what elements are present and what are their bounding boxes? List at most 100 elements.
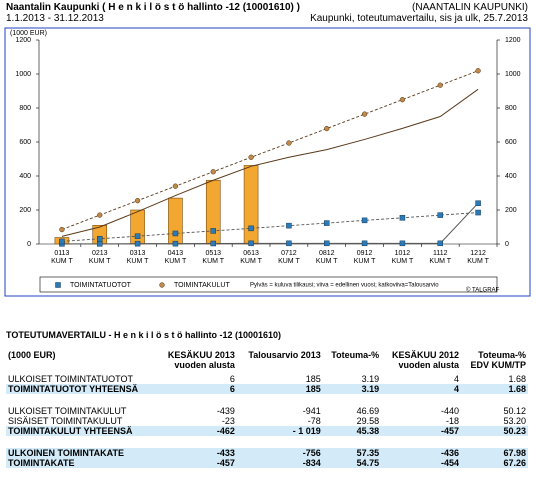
cell: 6 [229,374,235,384]
cell: 50.12 [503,406,526,416]
column-header-line: vuoden alusta [398,360,460,370]
cell: -78 [307,416,321,426]
x-tick-label: 1112 [433,250,448,257]
marker [210,228,216,234]
marker [475,68,481,74]
x-tick-label: KUM T [278,258,300,265]
marker [399,215,406,221]
legend-note: Pylväs = kuluva tilikausi; viiva = edell… [250,283,439,289]
y-tick-label-right: 800 [505,105,517,112]
cell: 45.38 [322,426,382,436]
cell: 3.19 [322,384,382,394]
legend-box [39,276,498,293]
column-header: Talousarvio 2013 [237,350,323,374]
table-block: TOTEUTUMAVERTAILU - H e n k i l ö s t ö … [6,330,528,468]
column-header-line: KESÄKUU 2012 [391,350,460,360]
legend-label: TOIMINTAKULUT [174,282,230,289]
column-header-line: Toteuma-% [331,350,380,360]
table-row: TOIMINTATUOTOT YHTEENSÄ 6 185 3.19 4 1.68 [6,384,528,394]
bar [205,179,221,245]
x-tick-label: 0712 [281,250,297,257]
column-header-line: KESÄKUU 2013 [167,350,235,360]
marker [361,217,368,224]
cell: -457 [156,458,237,468]
x-tick-label: 0513 [205,250,221,257]
column-header-line: Talousarvio 2013 [248,350,321,360]
marker [59,226,65,233]
header-period: 1.1.2013 - 31.12.2013 [6,13,104,24]
marker [361,240,368,247]
x-tick-label: KUM T [202,258,224,265]
y-axis-label: (1000 EUR) [10,30,47,37]
marker [134,240,141,247]
row-label: TOIMINTAKATE [6,458,157,468]
marker [286,240,292,247]
credit: © TALGRAF [466,287,500,294]
x-tick-label: 0113 [54,250,69,257]
x-tick-label: 1212 [470,250,486,257]
y-tick-label: 1200 [15,37,31,44]
marker [97,212,103,218]
column-header-line: (1000 EUR) [8,350,56,360]
row-label: ULKOINEN TOIMINTAKATE [6,448,157,458]
x-tick-label: KUM T [51,258,73,265]
marker [134,198,141,204]
previous-line [61,88,479,237]
table-title: TOTEUTUMAVERTAILU - H e n k i l ö s t ö … [6,330,282,340]
column-header-line: EDV KUM/TP [470,360,526,370]
cell: 1.68 [461,384,528,394]
x-tick-label: KUM T [354,258,376,265]
marker [399,97,406,103]
x-tick-label: KUM T [467,258,489,265]
marker [248,240,254,247]
y-tick-label-right: 400 [505,173,517,180]
x-tick-label: 0613 [243,250,259,257]
marker [172,240,179,247]
marker [437,240,443,247]
y-tick-label: 600 [19,139,31,146]
marker [437,82,443,88]
budget-line [61,70,479,230]
x-tick-label: 0912 [357,250,373,257]
marker [324,240,330,247]
y-tick-label: 200 [19,207,31,214]
x-tick-label: 0413 [168,250,184,257]
y-tick-label-right: 1200 [505,37,521,44]
x-tick-label: KUM T [392,258,414,265]
y-tick-label-right: 200 [505,207,517,214]
y-tick-label-right: 1000 [505,71,521,78]
marker [399,240,406,247]
cell: 53.20 [503,416,526,426]
cell: -433 [156,448,237,458]
marker [210,169,216,175]
cell: -834 [236,458,323,468]
marker [210,240,216,247]
header-title: Naantalin Kaupunki ( H e n k i l ö s t ö… [6,2,300,13]
x-tick-label: 0213 [92,250,108,257]
y-tick-label: 1000 [15,71,31,78]
row-label: ULKOISET TOIMINTATUOTOT [8,374,134,384]
y-tick-label-right: 600 [505,139,517,146]
y-tick-label-right: 0 [505,241,509,248]
table-row: ULKOISET TOIMINTATUOTOT 6 185 3.19 4 1.68 [6,374,528,384]
cell: 185 [236,384,323,394]
spacer-cell [6,394,528,406]
bar [243,165,259,245]
marker [475,209,481,216]
marker [286,222,292,229]
cell: -436 [381,448,462,458]
column-header: (1000 EUR) [6,350,157,374]
cell: 185 [305,374,321,384]
marker [59,238,65,245]
column-header-line: Toteuma-% [478,350,526,360]
row-label: SISÄISET TOIMINTAKULUT [8,416,123,426]
y-tick-label: 400 [19,173,31,180]
legend-marker [159,282,165,288]
column-header: KESÄKUU 2013 vuoden alusta [157,350,237,374]
row-label: TOIMINTATUOTOT YHTEENSÄ [6,384,157,394]
cell: - 1 019 [236,426,323,436]
marker [286,140,292,146]
table: (1000 EUR) KESÄKUU 2013 vuoden alusta Talou… [6,350,528,468]
legend-marker [55,282,61,288]
cell: 3.19 [361,374,380,384]
